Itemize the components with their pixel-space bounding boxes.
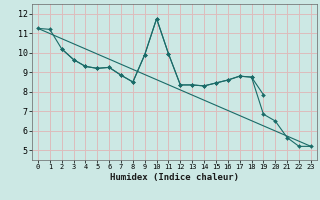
X-axis label: Humidex (Indice chaleur): Humidex (Indice chaleur) bbox=[110, 173, 239, 182]
